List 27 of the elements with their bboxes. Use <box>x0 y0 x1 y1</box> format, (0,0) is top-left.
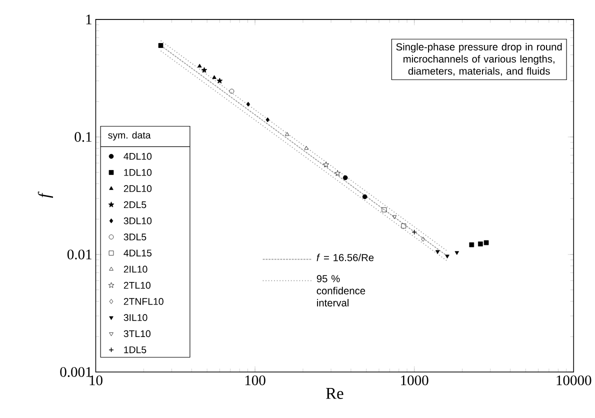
x-tick-label: 100 <box>245 376 266 386</box>
x-tick-label: 10000 <box>556 376 592 386</box>
legend-title: sym. data <box>108 132 151 141</box>
annotation: Single-phase pressure drop in round microchannels of various lengths, diameters, materials, and fluids <box>396 43 562 76</box>
legend-label: 4DL10 <box>124 153 152 160</box>
legend-label: 2TNFL10 <box>124 298 164 306</box>
y-tick-label: 1 <box>86 14 92 24</box>
legend-label: 2IL10 <box>124 266 148 273</box>
legend-label: 3DL5 <box>124 234 146 241</box>
legend-label: 95 % confidence interval <box>316 275 366 307</box>
x-tick-label: 1000 <box>401 376 428 386</box>
legend-label: 4DL15 <box>124 250 152 257</box>
legend-label: 1DL10 <box>124 169 152 176</box>
x-axis-title: Re <box>326 388 344 400</box>
y-tick-label: 0.01 <box>67 250 92 260</box>
legend-label: 2DL10 <box>124 185 152 192</box>
y-tick-label: 0.1 <box>74 132 92 142</box>
legend-label: 2TL10 <box>124 282 150 289</box>
legend-label: 2DL5 <box>124 201 146 208</box>
x-tick-label: 10 <box>90 376 102 386</box>
legend-label: 3DL10 <box>124 218 152 224</box>
legend-label: f = 16.56/Re <box>316 254 374 262</box>
y-tick-label: 0.001 <box>60 367 92 378</box>
legend-label: 3TL10 <box>124 330 150 338</box>
legend-label: 3IL10 <box>124 314 148 322</box>
y-axis-title: f <box>38 192 54 198</box>
legend-label: 1DL5 <box>124 346 146 354</box>
